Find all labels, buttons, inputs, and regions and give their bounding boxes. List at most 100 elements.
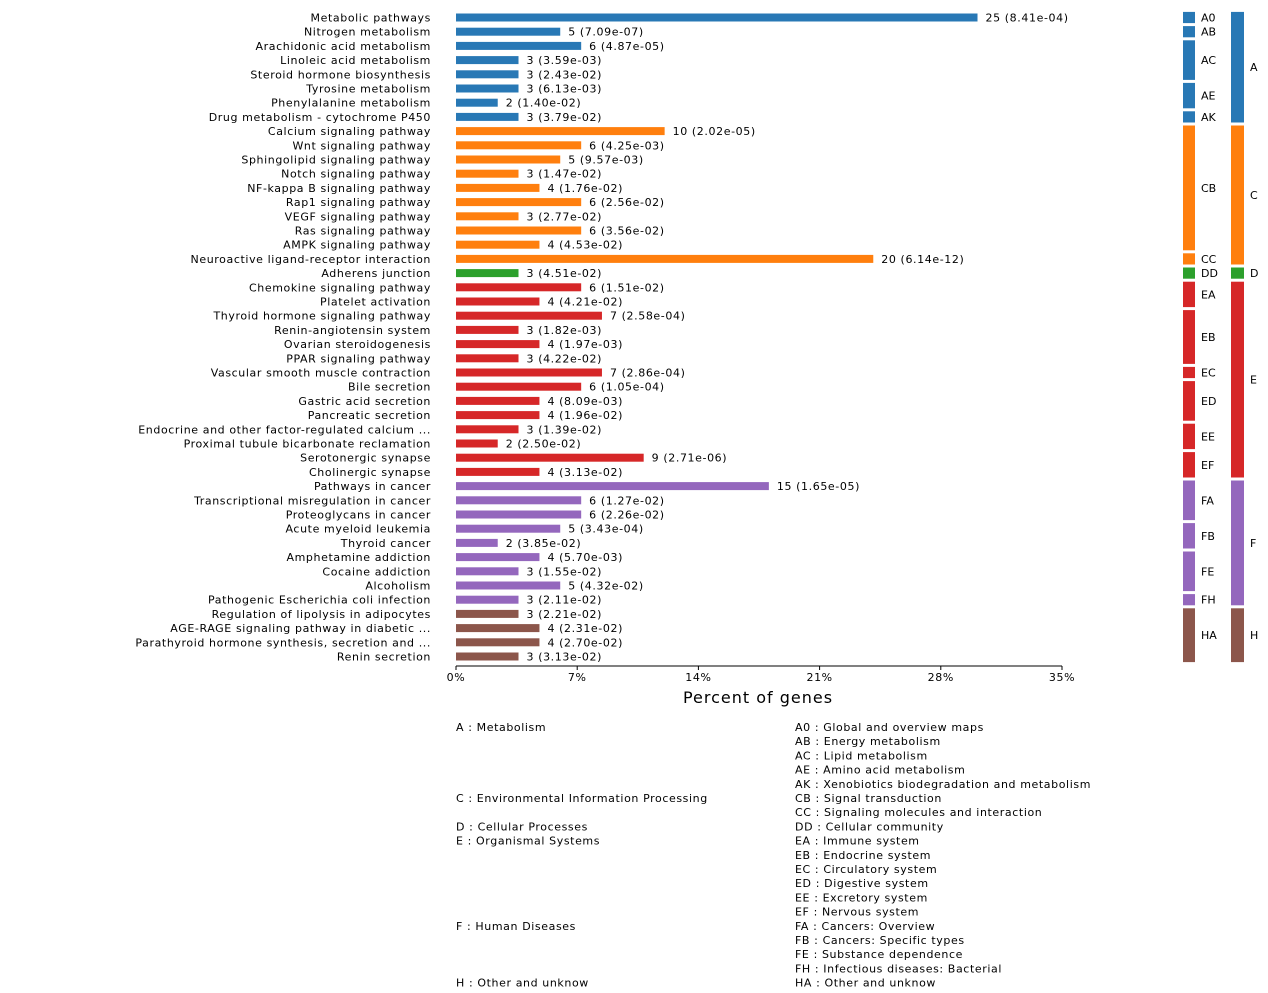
bar-value-label: 2 (1.40e-02) [506,97,582,110]
category-label: Alcoholism [365,580,431,593]
subgroup-label: ED [1201,395,1216,408]
bar-value-label: 4 (1.76e-02) [547,182,623,195]
legend-subgroup-item: ED : Digestive system [795,877,929,890]
category-label: Phenylalanine metabolism [271,97,431,110]
bar [456,42,581,50]
category-label: Notch signaling pathway [281,168,431,181]
bar-value-label: 3 (2.21e-02) [527,608,603,621]
bar-value-label: 3 (1.47e-02) [527,168,603,181]
bar [456,454,644,462]
legend-subgroup-item: DD : Cellular community [795,820,944,833]
bar-value-label: 4 (4.21e-02) [547,296,623,309]
legend-subgroup-item: A0 : Global and overview maps [795,721,984,734]
category-label: Ovarian steroidogenesis [284,338,431,351]
subgroup-label: CB [1201,182,1216,195]
subgroup-label: EB [1201,331,1216,344]
legend-subgroup-item: EF : Nervous system [795,906,919,919]
bar-value-label: 7 (2.86e-04) [610,367,686,380]
subgroup-bar [1183,367,1195,378]
category-label: Wnt signaling pathway [292,139,431,152]
legend-subgroup-item: EE : Excretory system [795,891,928,904]
bar [456,383,581,391]
subgroup-bar [1183,481,1195,521]
subgroup-bar [1183,83,1195,108]
bar-value-label: 5 (7.09e-07) [568,26,644,39]
category-label: Proteoglycans in cancer [286,509,431,522]
subgroup-bar [1183,26,1195,37]
group-label: E [1250,374,1257,387]
bar-value-label: 10 (2.02e-05) [673,125,756,138]
bar [456,14,978,22]
category-label: Steroid hormone biosynthesis [250,68,431,81]
category-label: Cocaine addiction [322,565,431,578]
category-label: Pathways in cancer [314,480,431,493]
subgroup-label: AE [1201,90,1216,103]
bar [456,198,581,206]
category-label: VEGF signaling pathway [285,210,431,223]
category-label: Amphetamine addiction [286,551,431,564]
subgroup-label: DD [1201,267,1218,280]
legend-subgroup-item: FB : Cancers: Specific types [795,934,965,947]
subgroup-bar [1183,111,1195,122]
bar [456,582,560,590]
bar [456,184,539,192]
bar-value-label: 6 (2.26e-02) [589,509,665,522]
bar [456,227,581,235]
subgroup-label: FH [1201,594,1216,607]
bar [456,567,519,575]
category-label: Calcium signaling pathway [268,125,431,138]
legend-subgroup-item: HA : Other and unknow [795,977,936,990]
subgroup-bar [1183,452,1195,477]
bar-value-label: 3 (2.43e-02) [527,68,603,81]
bar-value-label: 9 (2.71e-06) [652,452,728,465]
bar-value-label: 3 (3.13e-02) [527,651,603,664]
legend-group-item: C : Environmental Information Processing [456,792,708,805]
legend-group-item: H : Other and unknow [456,977,589,990]
bar [456,326,519,334]
subgroup-bar [1183,268,1195,279]
subgroup-bar [1183,253,1195,264]
bar [456,269,519,277]
category-label: PPAR signaling pathway [286,352,431,365]
subgroup-label: FB [1201,530,1215,543]
bar [456,241,539,249]
subgroup-bar [1183,523,1195,548]
legend-subgroup-item: AC : Lipid metabolism [795,749,928,762]
category-label: Ras signaling pathway [295,225,431,238]
group-bar [1231,282,1244,478]
legend-group-item: F : Human Diseases [456,920,576,933]
bar-value-label: 4 (3.13e-02) [547,466,623,479]
category-label: Neuroactive ligand-receptor interaction [191,253,431,266]
bar [456,610,519,618]
group-bar [1231,12,1244,123]
bar-value-label: 3 (3.79e-02) [527,111,603,124]
bar [456,127,665,135]
bar [456,525,560,533]
bar-value-label: 6 (1.05e-04) [589,381,665,394]
bar [456,440,498,448]
bar [456,212,519,220]
bar-value-label: 20 (6.14e-12) [881,253,964,266]
category-label: Sphingolipid signaling pathway [241,154,431,167]
group-bar [1231,608,1244,662]
subgroup-bar [1183,424,1195,449]
bar [456,113,519,121]
bar [456,312,602,320]
bar-value-label: 6 (4.25e-03) [589,139,665,152]
legend-group-item: D : Cellular Processes [456,820,588,833]
bar [456,539,498,547]
legend-subgroup-item: AE : Amino acid metabolism [795,764,965,777]
legend-group-item: E : Organismal Systems [456,835,600,848]
category-label: NF-kappa B signaling pathway [247,182,431,195]
category-label: Pathogenic Escherichia coli infection [208,594,431,607]
group-label: F [1250,537,1256,550]
subgroup-bar [1183,12,1195,23]
bar [456,496,581,504]
bar [456,482,769,490]
bar-value-label: 5 (9.57e-03) [568,154,644,167]
category-label: Chemokine signaling pathway [249,281,431,294]
group-bar [1231,268,1244,279]
bar-value-label: 3 (6.13e-03) [527,83,603,96]
x-tick-label: 28% [928,671,954,684]
